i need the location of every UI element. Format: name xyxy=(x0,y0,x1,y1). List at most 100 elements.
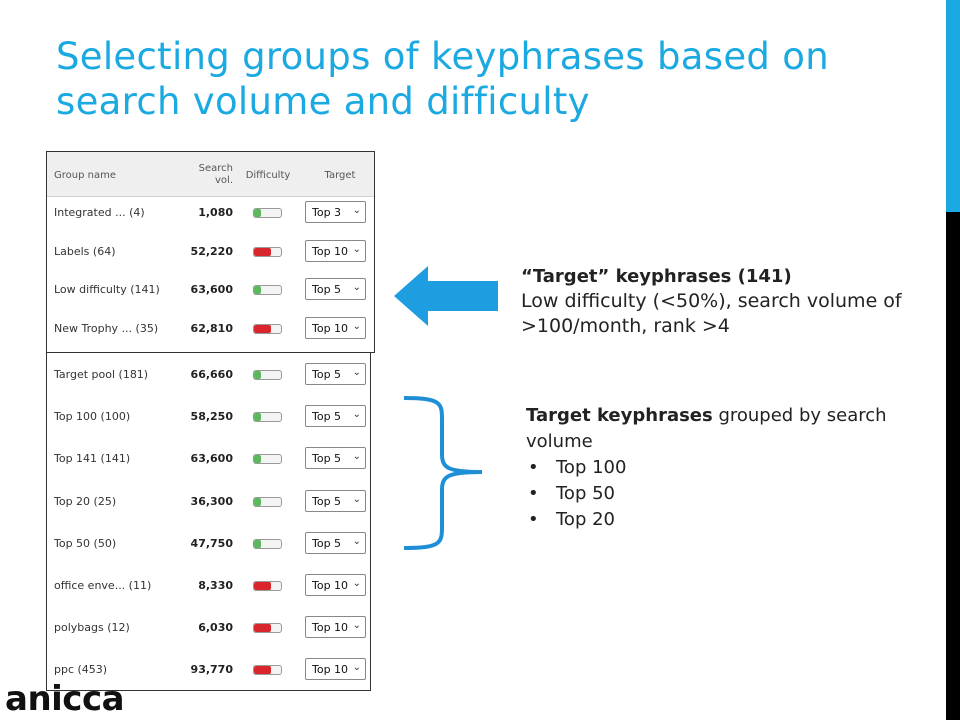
search-volume: 63,600 xyxy=(190,452,233,466)
difficulty-fill xyxy=(254,666,271,675)
target-select-value: Top 10 xyxy=(312,621,349,635)
grouped-callout-heading: Target keyphrases grouped by search volu… xyxy=(526,403,926,455)
group-name: office enve... (11) xyxy=(54,579,152,592)
difficulty-fill xyxy=(254,324,271,333)
chevron-down-icon: ⌄ xyxy=(352,243,361,255)
difficulty-fill xyxy=(254,371,262,379)
search-volume: 1,080 xyxy=(198,206,233,219)
difficulty-bar xyxy=(253,246,282,257)
table-row: Top 20 (25) 36,300 Top 5 ⌄ xyxy=(47,482,370,522)
chevron-down-icon: ⌄ xyxy=(352,409,361,421)
table-row: Labels (64) 52,220 Top 10 ⌄ xyxy=(47,232,374,272)
search-volume: 93,770 xyxy=(190,663,233,677)
target-select-value: Top 5 xyxy=(312,368,342,381)
group-name: Low difficulty (141) xyxy=(54,283,160,296)
target-select[interactable]: Top 5 ⌄ xyxy=(305,363,366,385)
difficulty-fill xyxy=(254,497,262,506)
target-select[interactable]: Top 5 ⌄ xyxy=(305,447,366,470)
target-select-value: Top 5 xyxy=(312,410,342,424)
target-select[interactable]: Top 5 ⌄ xyxy=(305,278,366,300)
column-header-group-name: Group name xyxy=(54,170,116,181)
group-name: Top 20 (25) xyxy=(54,494,117,508)
column-header-target: Target xyxy=(324,170,356,181)
column-header-difficulty: Difficulty xyxy=(245,170,291,181)
table-row: polybags (12) 6,030 Top 10 ⌄ xyxy=(47,608,370,648)
table-row: ppc (453) 93,770 Top 10 ⌄ xyxy=(47,650,370,690)
anicca-logo: anicca xyxy=(5,679,125,719)
target-select[interactable]: Top 10 ⌄ xyxy=(305,574,366,596)
group-name: New Trophy ... (35) xyxy=(54,321,159,335)
difficulty-bar xyxy=(253,285,282,295)
target-select-value: Top 5 xyxy=(312,452,342,466)
target-select[interactable]: Top 10 ⌄ xyxy=(305,658,366,681)
chevron-down-icon: ⌄ xyxy=(352,320,361,332)
search-volume: 8,330 xyxy=(198,579,233,592)
target-select[interactable]: Top 5 ⌄ xyxy=(305,489,366,512)
group-name: Top 50 (50) xyxy=(54,536,117,550)
group-name: Integrated ... (4) xyxy=(54,206,145,219)
target-select[interactable]: Top 10 ⌄ xyxy=(305,616,366,639)
difficulty-bar xyxy=(253,370,282,380)
difficulty-fill xyxy=(254,247,271,256)
target-select-value: Top 5 xyxy=(312,494,342,508)
search-volume: 63,600 xyxy=(190,283,233,296)
difficulty-bar xyxy=(253,538,282,549)
target-select-value: Top 10 xyxy=(312,663,349,677)
target-select-value: Top 10 xyxy=(312,244,349,258)
search-volume: 58,250 xyxy=(190,410,233,424)
group-name: Top 100 (100) xyxy=(54,410,131,424)
difficulty-fill xyxy=(254,624,271,633)
group-name: Labels (64) xyxy=(54,244,116,258)
table-row: office enve... (11) 8,330 Top 10 ⌄ xyxy=(47,566,370,606)
bullet-text: Top 20 xyxy=(556,509,616,530)
other-groups-table: Target pool (181) 66,660 Top 5 ⌄ Top 100 (10… xyxy=(46,353,371,691)
target-select-value: Top 10 xyxy=(312,579,349,592)
table-row: Low difficulty (141) 63,600 Top 5 ⌄ xyxy=(47,270,374,310)
accent-sidebar xyxy=(946,0,960,720)
chevron-down-icon: ⌄ xyxy=(352,282,361,293)
difficulty-bar xyxy=(253,412,282,423)
target-select-value: Top 3 xyxy=(312,206,342,219)
difficulty-bar xyxy=(253,323,282,334)
table-row: Top 100 (100) 58,250 Top 5 ⌄ xyxy=(47,397,370,437)
chevron-down-icon: ⌄ xyxy=(352,578,361,589)
grouped-keyphrases-callout: Target keyphrases grouped by search volu… xyxy=(526,403,926,533)
selected-groups-table: Group name Search vol. Difficulty Target… xyxy=(46,151,375,353)
difficulty-fill xyxy=(254,539,262,548)
search-volume: 62,810 xyxy=(190,321,233,335)
target-callout-heading: “Target” keyphrases (141) xyxy=(521,266,792,287)
left-arrow-icon xyxy=(394,266,498,326)
target-select-value: Top 5 xyxy=(312,536,342,550)
grouped-callout-heading-bold: Target keyphrases xyxy=(526,405,713,426)
difficulty-fill xyxy=(254,209,262,217)
chevron-down-icon: ⌄ xyxy=(352,662,361,674)
difficulty-bar xyxy=(253,208,282,218)
search-volume: 36,300 xyxy=(190,494,233,508)
right-brace-icon xyxy=(404,396,483,550)
target-select[interactable]: Top 5 ⌄ xyxy=(305,531,366,554)
chevron-down-icon: ⌄ xyxy=(352,493,361,505)
slide-title: Selecting groups of keyphrases based on … xyxy=(56,35,829,123)
table-row: Target pool (181) 66,660 Top 5 ⌄ xyxy=(47,355,370,395)
search-volume: 52,220 xyxy=(190,244,233,258)
chevron-down-icon: ⌄ xyxy=(352,620,361,632)
chevron-down-icon: ⌄ xyxy=(352,535,361,547)
table-row: Top 141 (141) 63,600 Top 5 ⌄ xyxy=(47,439,370,479)
bullet-item: • Top 100 xyxy=(528,457,627,478)
column-header-search-vol: Search vol. xyxy=(198,163,233,186)
bullet-item: • Top 50 xyxy=(528,483,616,504)
difficulty-bar xyxy=(253,581,282,591)
difficulty-fill xyxy=(254,286,262,294)
difficulty-fill xyxy=(254,455,262,464)
bullet-item: • Top 20 xyxy=(528,509,616,530)
target-select[interactable]: Top 3 ⌄ xyxy=(305,201,366,223)
group-name: ppc (453) xyxy=(54,663,108,677)
grouped-callout-list: • Top 100 • Top 50 • Top 20 xyxy=(526,455,926,533)
target-select[interactable]: Top 10 ⌄ xyxy=(305,316,366,339)
target-select[interactable]: Top 5 ⌄ xyxy=(305,405,366,428)
target-select[interactable]: Top 10 ⌄ xyxy=(305,239,366,262)
search-volume: 6,030 xyxy=(198,621,233,635)
table-row: New Trophy ... (35) 62,810 Top 10 ⌄ xyxy=(47,309,374,349)
chevron-down-icon: ⌄ xyxy=(352,205,361,216)
grouped-callout-heading-rest: grouped by search volume xyxy=(526,405,887,452)
